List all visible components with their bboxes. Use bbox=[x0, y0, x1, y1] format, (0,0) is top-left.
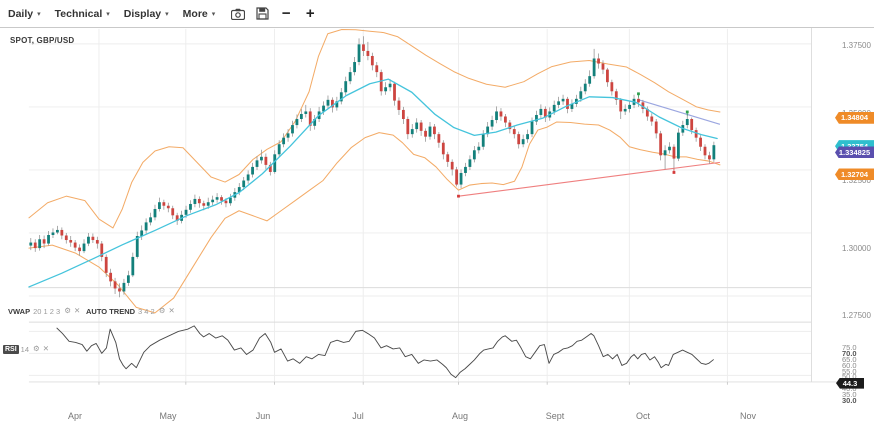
price-axis-tick: 1.32500 bbox=[842, 176, 871, 185]
rsi-axis-tick: 35.0 bbox=[842, 390, 857, 400]
rsi-value-badge: 44.3 bbox=[836, 377, 864, 389]
rsi-axis-tick: 30.0 bbox=[842, 396, 857, 405]
price-axis-badge: 1.334825 bbox=[835, 146, 874, 159]
rsi-indicator-legend: RSI 14 ⚙ ✕ bbox=[3, 344, 52, 354]
gear-icon[interactable]: ⚙ bbox=[33, 344, 40, 353]
save-icon[interactable] bbox=[253, 5, 271, 23]
vwap-label: VWAP bbox=[8, 306, 31, 316]
time-axis-month-label: Jun bbox=[255, 411, 271, 421]
rsi-axis-tick: 70.0 bbox=[842, 348, 857, 358]
toolbar: Daily ▾ Technical ▾ Display ▾ More ▾ − + bbox=[0, 0, 874, 28]
price-axis-tick: 1.30000 bbox=[842, 243, 871, 253]
menu-technical[interactable]: Technical ▾ bbox=[55, 8, 110, 20]
chevron-down-icon: ▾ bbox=[106, 10, 110, 18]
price-axis-badge: 1.34804 bbox=[835, 111, 874, 124]
rsi-axis-tick: 60.0 bbox=[842, 360, 857, 370]
menu-interval-label: Daily bbox=[8, 7, 34, 20]
close-icon[interactable]: ✕ bbox=[168, 306, 175, 315]
menu-display-label: Display bbox=[123, 7, 162, 20]
vwap-params: 20 1 2 3 bbox=[33, 306, 61, 316]
chevron-down-icon: ▾ bbox=[165, 10, 169, 18]
vwap-indicator-legend: VWAP 20 1 2 3 ⚙ ✕ bbox=[8, 306, 83, 316]
menu-interval[interactable]: Daily ▾ bbox=[8, 8, 41, 20]
zoom-in-icon[interactable]: + bbox=[305, 4, 315, 22]
gear-icon[interactable]: ⚙ bbox=[158, 306, 166, 315]
time-axis-month-label: Aug bbox=[451, 411, 469, 421]
chart-area[interactable]: SPOT, GBP/USD VWAP 20 1 2 3 ⚙ ✕ AUTO TRE… bbox=[0, 28, 874, 423]
auto-trend-indicator-legend: AUTO TREND 3 4 2 ⚙ ✕ bbox=[86, 306, 178, 316]
menu-display[interactable]: Display ▾ bbox=[124, 8, 169, 20]
price-axis-tick: 1.27500 bbox=[842, 311, 871, 320]
rsi-axis-tick: 55.0 bbox=[842, 366, 857, 376]
time-axis-month-label: Oct bbox=[635, 411, 651, 421]
price-axis-badge: 1.32704 bbox=[835, 168, 874, 181]
price-axis-tick: 1.37500 bbox=[842, 41, 871, 50]
rsi-label: RSI bbox=[3, 344, 19, 354]
snapshot-camera-icon[interactable] bbox=[229, 5, 247, 23]
close-icon[interactable]: ✕ bbox=[42, 344, 50, 353]
chevron-down-icon: ▾ bbox=[211, 10, 216, 18]
rsi-axis-tick: 50.0 bbox=[842, 372, 857, 382]
menu-technical-label: Technical bbox=[54, 7, 103, 20]
menu-more-label: More bbox=[182, 7, 208, 20]
chevron-down-icon: ▾ bbox=[37, 10, 41, 18]
close-icon[interactable]: ✕ bbox=[73, 306, 81, 315]
menu-more[interactable]: More ▾ bbox=[183, 8, 216, 20]
time-axis-month-label: May bbox=[159, 411, 177, 421]
time-axis-month-label: Nov bbox=[739, 411, 757, 421]
rsi-params: 14 bbox=[20, 344, 30, 354]
symbol-title: SPOT, GBP/USD bbox=[10, 36, 75, 45]
zoom-out-icon[interactable]: − bbox=[281, 4, 291, 22]
time-axis-month-label: Jul bbox=[352, 411, 364, 421]
rsi-axis-tick: 40.0 bbox=[842, 384, 857, 394]
time-axis-month-label: Apr bbox=[67, 411, 83, 421]
rsi-axis-tick: 65.0 bbox=[842, 354, 857, 364]
gear-icon[interactable]: ⚙ bbox=[64, 306, 71, 315]
rsi-axis-tick: 75.0 bbox=[842, 343, 857, 352]
auto-trend-label: AUTO TREND bbox=[86, 306, 136, 316]
time-axis-month-label: Sept bbox=[545, 411, 565, 421]
candlestick-chart-canvas[interactable] bbox=[0, 28, 874, 423]
auto-trend-params: 3 4 2 bbox=[138, 306, 155, 316]
